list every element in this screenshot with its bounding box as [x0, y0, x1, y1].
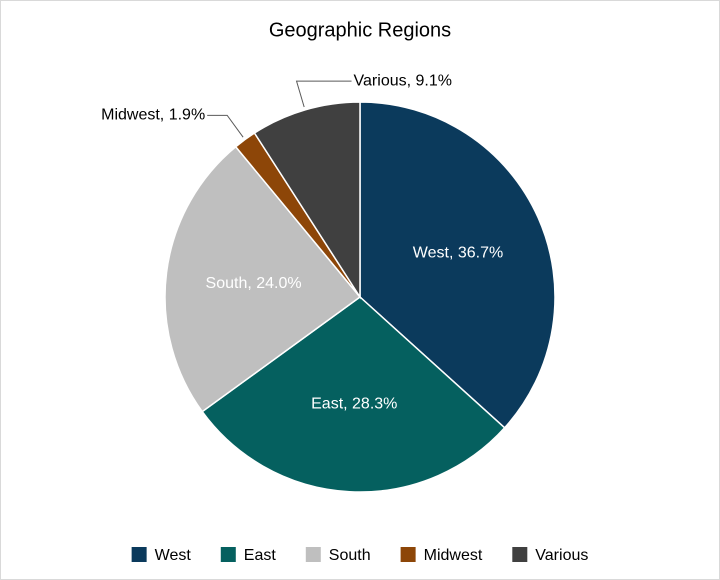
- legend-label: East: [244, 547, 277, 564]
- leader-line: [295, 80, 352, 108]
- chart-title: Geographic Regions: [269, 19, 451, 41]
- legend-label: West: [155, 547, 192, 564]
- data-label: South, 24.0%: [206, 275, 302, 292]
- data-label: West, 36.7%: [413, 245, 503, 262]
- data-label: Midwest, 1.9%: [101, 107, 205, 124]
- data-label: East, 28.3%: [311, 395, 397, 412]
- pie-slice: [253, 101, 361, 300]
- leader-line: [207, 114, 244, 138]
- pie-slice: [359, 101, 556, 429]
- legend-swatch: [131, 547, 147, 562]
- data-label: Various, 9.1%: [354, 72, 452, 89]
- legend-label: Midwest: [424, 547, 483, 564]
- legend-swatch: [400, 547, 416, 562]
- legend-swatch: [220, 547, 236, 562]
- legend-label: South: [329, 547, 371, 564]
- legend-label: Various: [535, 547, 588, 564]
- legend-swatch: [305, 547, 321, 562]
- legend-swatch: [512, 547, 528, 562]
- pie-slice: [164, 145, 362, 413]
- pie-slice: [201, 296, 506, 493]
